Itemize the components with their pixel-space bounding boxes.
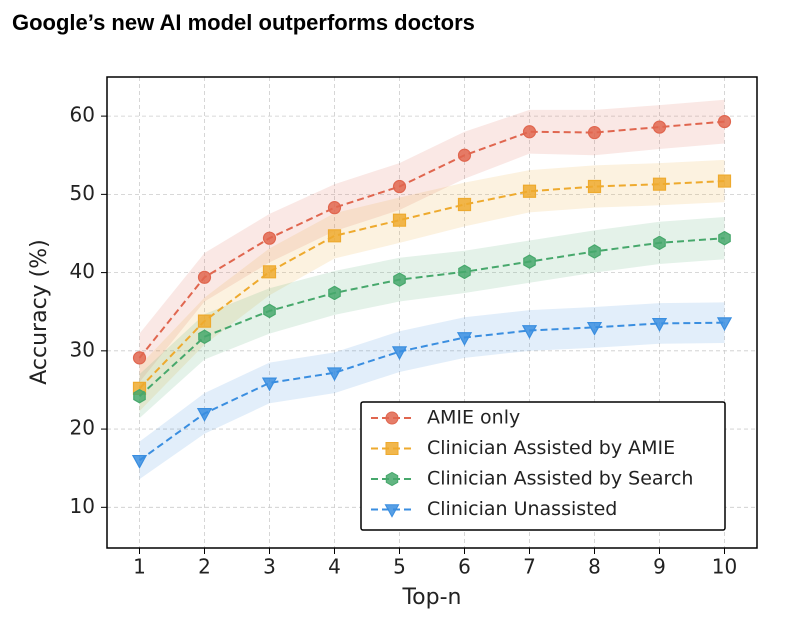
point	[586, 321, 603, 336]
point	[262, 231, 277, 245]
point	[521, 325, 538, 339]
y-tick-label: 40	[70, 259, 95, 283]
point	[458, 264, 471, 280]
point	[652, 177, 667, 191]
point	[327, 201, 342, 215]
point	[587, 179, 602, 194]
legend-marker	[385, 471, 399, 487]
x-tick-label: 1	[133, 555, 146, 579]
x-axis-label: Top-n	[401, 585, 461, 610]
point	[716, 317, 733, 332]
point	[456, 332, 473, 346]
y-axis-label: Accuracy (%)	[27, 239, 52, 385]
legend-label: Clinician Assisted by Search	[427, 468, 693, 490]
x-tick-label: 3	[263, 555, 276, 579]
point	[132, 351, 147, 365]
series-line	[138, 237, 725, 397]
x-tick-label: 9	[653, 555, 666, 579]
legend-marker	[384, 504, 400, 518]
legend-label: Clinician Unassisted	[427, 498, 617, 520]
series-line	[138, 120, 725, 359]
point	[133, 388, 146, 404]
confidence-band	[139, 302, 725, 480]
point	[197, 270, 212, 284]
x-tick-label: 8	[588, 555, 601, 579]
legend-marker	[385, 442, 399, 455]
legend-box	[360, 401, 726, 531]
y-tick-label: 20	[70, 416, 95, 440]
point	[522, 125, 537, 139]
point	[327, 229, 342, 243]
x-tick-label: 7	[523, 555, 536, 579]
point	[522, 184, 537, 198]
point	[198, 329, 211, 345]
point	[392, 179, 407, 194]
point	[717, 174, 732, 188]
x-tick-label: 5	[393, 555, 406, 579]
y-tick-label: 60	[70, 103, 95, 127]
point	[718, 230, 731, 246]
point	[262, 265, 277, 279]
point	[717, 114, 732, 129]
point	[653, 235, 666, 251]
point	[196, 408, 213, 422]
point	[393, 272, 406, 287]
x-tick-label: 6	[458, 555, 471, 579]
y-tick-label: 50	[70, 181, 95, 205]
legend-label: Clinician Assisted by AMIE	[427, 437, 675, 459]
point	[328, 285, 341, 301]
point	[457, 148, 472, 162]
confidence-band	[139, 217, 725, 419]
series-line	[138, 321, 725, 462]
legend-label: AMIE only	[427, 407, 520, 429]
y-tick-label: 30	[70, 337, 95, 361]
point	[457, 197, 472, 212]
point	[197, 314, 212, 328]
chart-title: Google’s new AI model outperforms doctor…	[12, 10, 475, 35]
point	[588, 244, 601, 259]
point	[263, 303, 276, 319]
series-line	[138, 180, 725, 390]
point	[326, 367, 343, 382]
point	[587, 125, 602, 140]
y-tick-label: 10	[70, 494, 95, 518]
x-tick-label: 4	[328, 555, 341, 579]
point	[131, 454, 148, 469]
point	[652, 120, 667, 134]
x-tick-label: 2	[198, 555, 211, 579]
point	[651, 318, 668, 332]
point	[523, 254, 536, 269]
x-tick-label: 10	[712, 555, 737, 579]
plot-frame	[106, 76, 758, 549]
point	[261, 377, 278, 392]
legend-marker	[385, 411, 399, 425]
point	[392, 213, 407, 227]
point	[391, 346, 408, 361]
